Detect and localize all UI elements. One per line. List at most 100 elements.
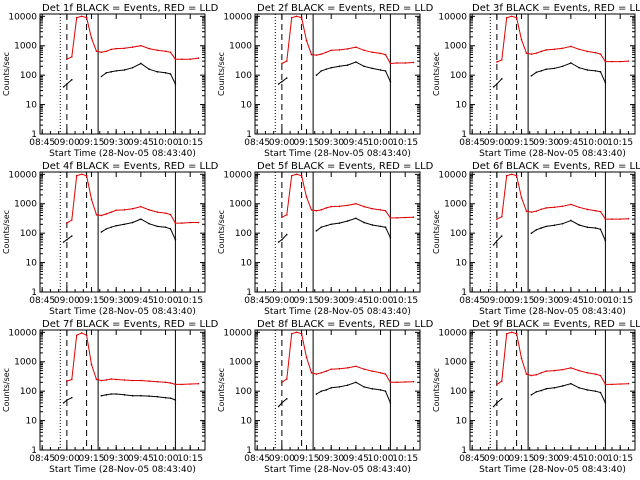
panel-det-8f: Det 8f BLACK = Events, RED = LLD 1 10 100 10… (217, 319, 434, 475)
panel-det-1f: Det 1f BLACK = Events, RED = LLD 1 10 100 10… (2, 3, 219, 159)
x-tick-label: 10:00 (583, 296, 609, 306)
data-point-lld (148, 380, 150, 382)
x-tick-label: 09:45 (558, 296, 584, 306)
data-point-lld (290, 16, 293, 19)
data-point-lld (561, 205, 564, 208)
data-point-lld (520, 196, 523, 199)
x-tick-label: 09:30 (533, 296, 559, 306)
data-point-lld (140, 44, 142, 47)
series-line-lld (66, 332, 199, 385)
data-point-events (140, 62, 142, 65)
data-point-lld (510, 331, 513, 334)
data-point-lld (496, 383, 498, 386)
plot-frame (469, 171, 636, 293)
data-point-lld (300, 174, 303, 177)
y-tick-label: 10 (456, 101, 468, 111)
data-point-lld (525, 52, 528, 54)
y-tick-label: 10000 (8, 328, 37, 338)
data-point-events (578, 66, 580, 69)
data-point-lld (290, 332, 293, 335)
data-point-events (346, 220, 349, 222)
data-point-events (62, 86, 65, 88)
data-point-lld (371, 51, 374, 54)
series-line-events (493, 383, 606, 407)
x-tick-label: 09:45 (128, 138, 154, 148)
data-point-events (148, 68, 150, 70)
y-axis-label: Counts/sec (432, 368, 441, 412)
panel-title: Det 2f BLACK = Events, RED = LLD (257, 3, 434, 14)
y-tick-label: 1 (31, 288, 37, 298)
data-point-lld (85, 174, 88, 177)
data-point-events (70, 235, 73, 237)
y-tick-label: 100 (450, 71, 467, 81)
data-point-events (599, 391, 602, 394)
data-point-events (140, 218, 142, 220)
y-tick-label: 10000 (438, 328, 467, 338)
data-point-lld (363, 368, 365, 370)
y-tick-label: 100 (450, 387, 467, 397)
x-tick-label: 09:45 (343, 296, 369, 306)
data-point-events (315, 74, 318, 76)
data-point-lld (604, 218, 607, 220)
x-tick-label: 10:15 (607, 296, 633, 306)
data-point-events (561, 222, 564, 225)
data-point-lld (500, 59, 503, 61)
data-point-lld (611, 383, 613, 386)
x-tick-label: 09:15 (294, 296, 320, 306)
plot-frame (39, 329, 206, 451)
data-point-lld (599, 53, 602, 55)
data-point-lld (115, 209, 117, 212)
x-tick-label: 09:00 (484, 296, 510, 306)
y-axis-label: Counts/sec (2, 52, 11, 96)
data-point-events (530, 232, 533, 234)
data-point-lld (174, 383, 177, 386)
data-point-lld (105, 50, 108, 53)
y-tick-label: 100 (235, 71, 252, 81)
data-point-events (320, 70, 323, 72)
data-point-lld (535, 373, 538, 376)
x-tick-label: 09:30 (103, 296, 129, 306)
data-point-lld (535, 210, 538, 212)
data-point-events (604, 240, 607, 242)
data-point-events (496, 402, 498, 404)
data-point-lld (156, 380, 159, 383)
data-point-lld (131, 46, 134, 48)
data-point-lld (164, 212, 167, 214)
x-tick-label: 09:00 (269, 296, 295, 306)
y-tick-label: 1 (246, 130, 252, 140)
data-point-lld (164, 381, 167, 384)
y-axis-label: Counts/sec (432, 210, 441, 254)
data-point-lld (181, 222, 183, 224)
plot-frame (254, 13, 421, 135)
data-point-lld (305, 39, 308, 42)
data-point-events (389, 236, 392, 239)
data-point-events (363, 386, 365, 388)
data-point-events (594, 390, 597, 392)
data-point-lld (545, 370, 547, 372)
x-tick-label: 09:00 (484, 454, 510, 464)
data-point-events (131, 66, 134, 69)
data-point-lld (530, 374, 533, 377)
x-tick-label: 09:45 (128, 454, 154, 464)
data-point-lld (619, 60, 621, 63)
data-point-lld (70, 56, 73, 58)
data-point-events (105, 394, 108, 396)
data-point-lld (346, 48, 349, 50)
data-point-lld (396, 381, 398, 384)
x-tick-label: 09:00 (54, 138, 80, 148)
y-axis-label: Counts/sec (2, 368, 11, 412)
data-point-events (62, 241, 65, 243)
panel-det-7f: Det 7f BLACK = Events, RED = LLD 1 10 100 10… (2, 319, 219, 475)
data-point-events (105, 72, 108, 74)
data-point-events (169, 228, 172, 230)
data-point-events (281, 238, 283, 241)
data-point-lld (355, 365, 357, 368)
y-tick-label: 10 (26, 417, 38, 427)
data-point-lld (189, 383, 191, 385)
data-point-lld (330, 205, 332, 208)
data-point-events (371, 388, 374, 390)
data-point-lld (169, 382, 172, 384)
series-line-events (278, 217, 391, 243)
data-point-events (164, 226, 167, 228)
